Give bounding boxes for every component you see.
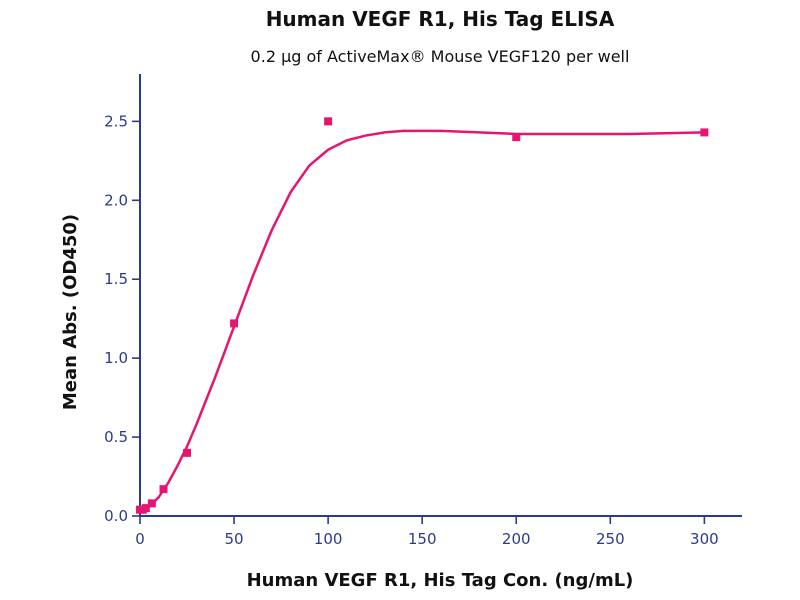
chart-title: Human VEGF R1, His Tag ELISA (266, 7, 615, 31)
plot-area: 0 50 100 150 200 250 300 0.0 0.5 1.0 1.5 2.0 2.5 (104, 74, 742, 548)
y-axis-label: Mean Abs. (OD450) (60, 214, 81, 410)
data-point (147, 499, 156, 508)
x-tick-label: 200 (502, 530, 531, 548)
data-point (700, 128, 709, 137)
data-point (159, 485, 168, 494)
data-point (183, 448, 192, 457)
x-tick-label: 100 (314, 530, 343, 548)
x-tick-label: 300 (690, 530, 719, 548)
y-tick-label: 2.5 (104, 112, 128, 130)
x-tick-label: 150 (408, 530, 437, 548)
y-tick-label: 1.0 (104, 349, 128, 367)
chart-subtitle: 0.2 μg of ActiveMax® Mouse VEGF120 per w… (251, 47, 630, 66)
x-axis-label: Human VEGF R1, His Tag Con. (ng/mL) (247, 570, 634, 591)
data-point (512, 133, 521, 142)
x-tick-label: 50 (225, 530, 244, 548)
y-tick-label: 0.5 (104, 428, 128, 446)
x-tick-label: 250 (596, 530, 625, 548)
y-tick-label: 2.0 (104, 191, 128, 209)
data-point (141, 504, 150, 513)
data-point (230, 319, 239, 328)
x-tick-label: 0 (135, 530, 145, 548)
y-tick-label: 1.5 (104, 270, 128, 288)
y-tick-label: 0.0 (104, 507, 128, 525)
fit-curve (138, 129, 706, 515)
data-point (324, 117, 333, 126)
